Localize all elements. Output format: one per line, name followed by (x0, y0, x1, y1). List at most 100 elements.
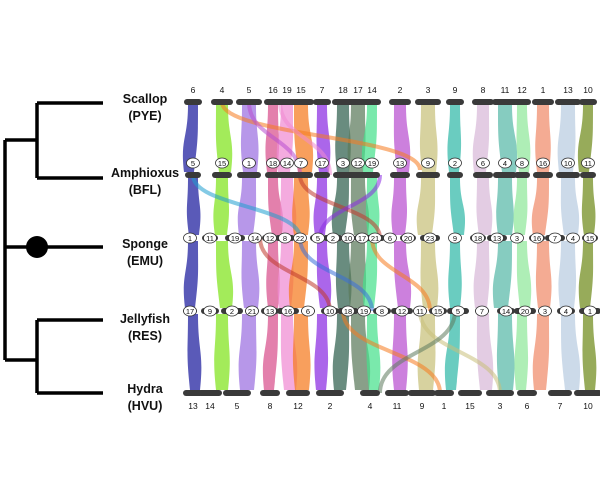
chromosome-label: 11 (393, 401, 402, 411)
synteny-ribbon (347, 105, 366, 172)
synteny-ribbon (350, 178, 370, 235)
chromosome-label-bg (498, 157, 512, 169)
chromosome-label-bg (561, 157, 575, 169)
chromosome-label: 9 (208, 307, 212, 316)
chromosome-bar (492, 99, 518, 105)
chromosome-label: 15 (434, 307, 442, 316)
synteny-ribbon (182, 105, 198, 172)
chromosome-label: 7 (320, 85, 325, 95)
synteny-ribbon (472, 105, 490, 172)
chromosome-bar (364, 172, 380, 178)
chromosome-label: 18 (338, 85, 348, 95)
synteny-ribbon (392, 314, 408, 390)
species-name: Hydra (127, 382, 163, 396)
synteny-ribbon (513, 178, 528, 235)
synteny-ribbon (186, 178, 201, 235)
synteny-ribbon (332, 314, 350, 390)
species-code: (RES) (127, 329, 163, 343)
chromosome-bar (286, 390, 310, 396)
chromosome-label-bg (583, 305, 597, 317)
chromosome-label: 3 (515, 234, 519, 243)
chromosome-label: 1 (247, 159, 251, 168)
chromosome-bar (346, 172, 370, 178)
chromosome-label: 9 (453, 85, 458, 95)
species-code: (EMU) (126, 254, 164, 268)
chromosome-label: 11 (206, 234, 214, 243)
synteny-ribbon (335, 241, 352, 308)
chromosome-label: 6 (306, 307, 310, 316)
species-code: (PYE) (128, 109, 162, 123)
chromosome-bar (260, 390, 280, 396)
tree-node-marker (26, 236, 48, 258)
chromosome-label: 14 (502, 307, 510, 316)
chromosome-label: 2 (331, 234, 335, 243)
synteny-ribbon-crossing (220, 101, 422, 171)
chromosome-label: 8 (283, 234, 287, 243)
synteny-ribbon (419, 105, 438, 172)
chromosome-label-bg (581, 157, 595, 169)
chromosome-label-bg (228, 232, 242, 244)
chromosome-label-bg (536, 157, 550, 169)
chromosome-label: 8 (268, 401, 273, 411)
chromosome-label: 14 (205, 401, 215, 411)
chromosome-label: 3 (426, 85, 431, 95)
chromosome-bar (184, 99, 202, 105)
chromosome-label-bg (294, 157, 308, 169)
species-label-amphioxus: Amphioxus (BFL) (90, 165, 200, 199)
chromosome-label: 9 (453, 234, 457, 243)
chromosome-label-bg (368, 232, 382, 244)
chromosome-label-bg (245, 305, 259, 317)
chromosome-bar (363, 99, 381, 105)
chromosome-label: 18 (344, 307, 352, 316)
chromosome-label: 17 (358, 234, 366, 243)
chromosome-label: 21 (248, 307, 256, 316)
chromosome-bar (533, 172, 553, 178)
synteny-ribbon (557, 105, 576, 172)
chromosome-label: 16 (533, 234, 541, 243)
chromosome-bar (493, 172, 517, 178)
synteny-ribbon (561, 314, 581, 390)
synteny-ribbon (361, 105, 377, 172)
chromosome-bar (574, 390, 600, 396)
synteny-ribbon-crossing (418, 310, 502, 394)
synteny-ribbon (532, 314, 550, 390)
chromosome-label: 11 (501, 85, 510, 95)
synteny-ribbon (496, 178, 514, 235)
chromosome-label-bg (530, 232, 544, 244)
chromosome-label: 14 (251, 234, 259, 243)
synteny-ribbon (450, 178, 466, 235)
synteny-ribbon (362, 241, 378, 308)
chromosome-label-bg (242, 157, 256, 169)
chromosome-bar (211, 99, 233, 105)
chromosome-bar (447, 172, 463, 178)
chromosome-bar (555, 99, 581, 105)
chromosome-label: 5 (235, 401, 240, 411)
chromosome-label: 9 (420, 401, 425, 411)
chromosome-label: 10 (344, 234, 352, 243)
synteny-ribbon (582, 314, 597, 390)
chromosome-label: 5 (456, 307, 460, 316)
chromosome-label-bg (263, 305, 277, 317)
chromosome-bar (446, 99, 464, 105)
chromosome-label: 19 (360, 307, 368, 316)
chromosome-label: 11 (584, 159, 592, 168)
chromosome-label: 17 (186, 307, 194, 316)
chromosome-label: 12 (398, 307, 406, 316)
chromosome-label-bg (490, 232, 504, 244)
chromosome-label-bg (323, 305, 337, 317)
chromosome-label-bg (183, 232, 197, 244)
synteny-ribbon (214, 314, 230, 390)
chromosome-bar (265, 172, 281, 178)
chromosome-label: 10 (326, 307, 334, 316)
chromosome-label: 7 (299, 159, 303, 168)
chromosome-label-bg (451, 305, 465, 317)
chromosome-label-bg (183, 305, 197, 317)
synteny-ribbon (292, 314, 311, 390)
chromosome-label-bg (375, 305, 389, 317)
chromosome-label-bg (311, 232, 325, 244)
synteny-ribbon (316, 241, 332, 308)
synteny-ribbon (578, 241, 594, 308)
synteny-ribbon (314, 314, 329, 390)
chromosome-label-bg (421, 157, 435, 169)
chromosome-label: 7 (558, 401, 563, 411)
